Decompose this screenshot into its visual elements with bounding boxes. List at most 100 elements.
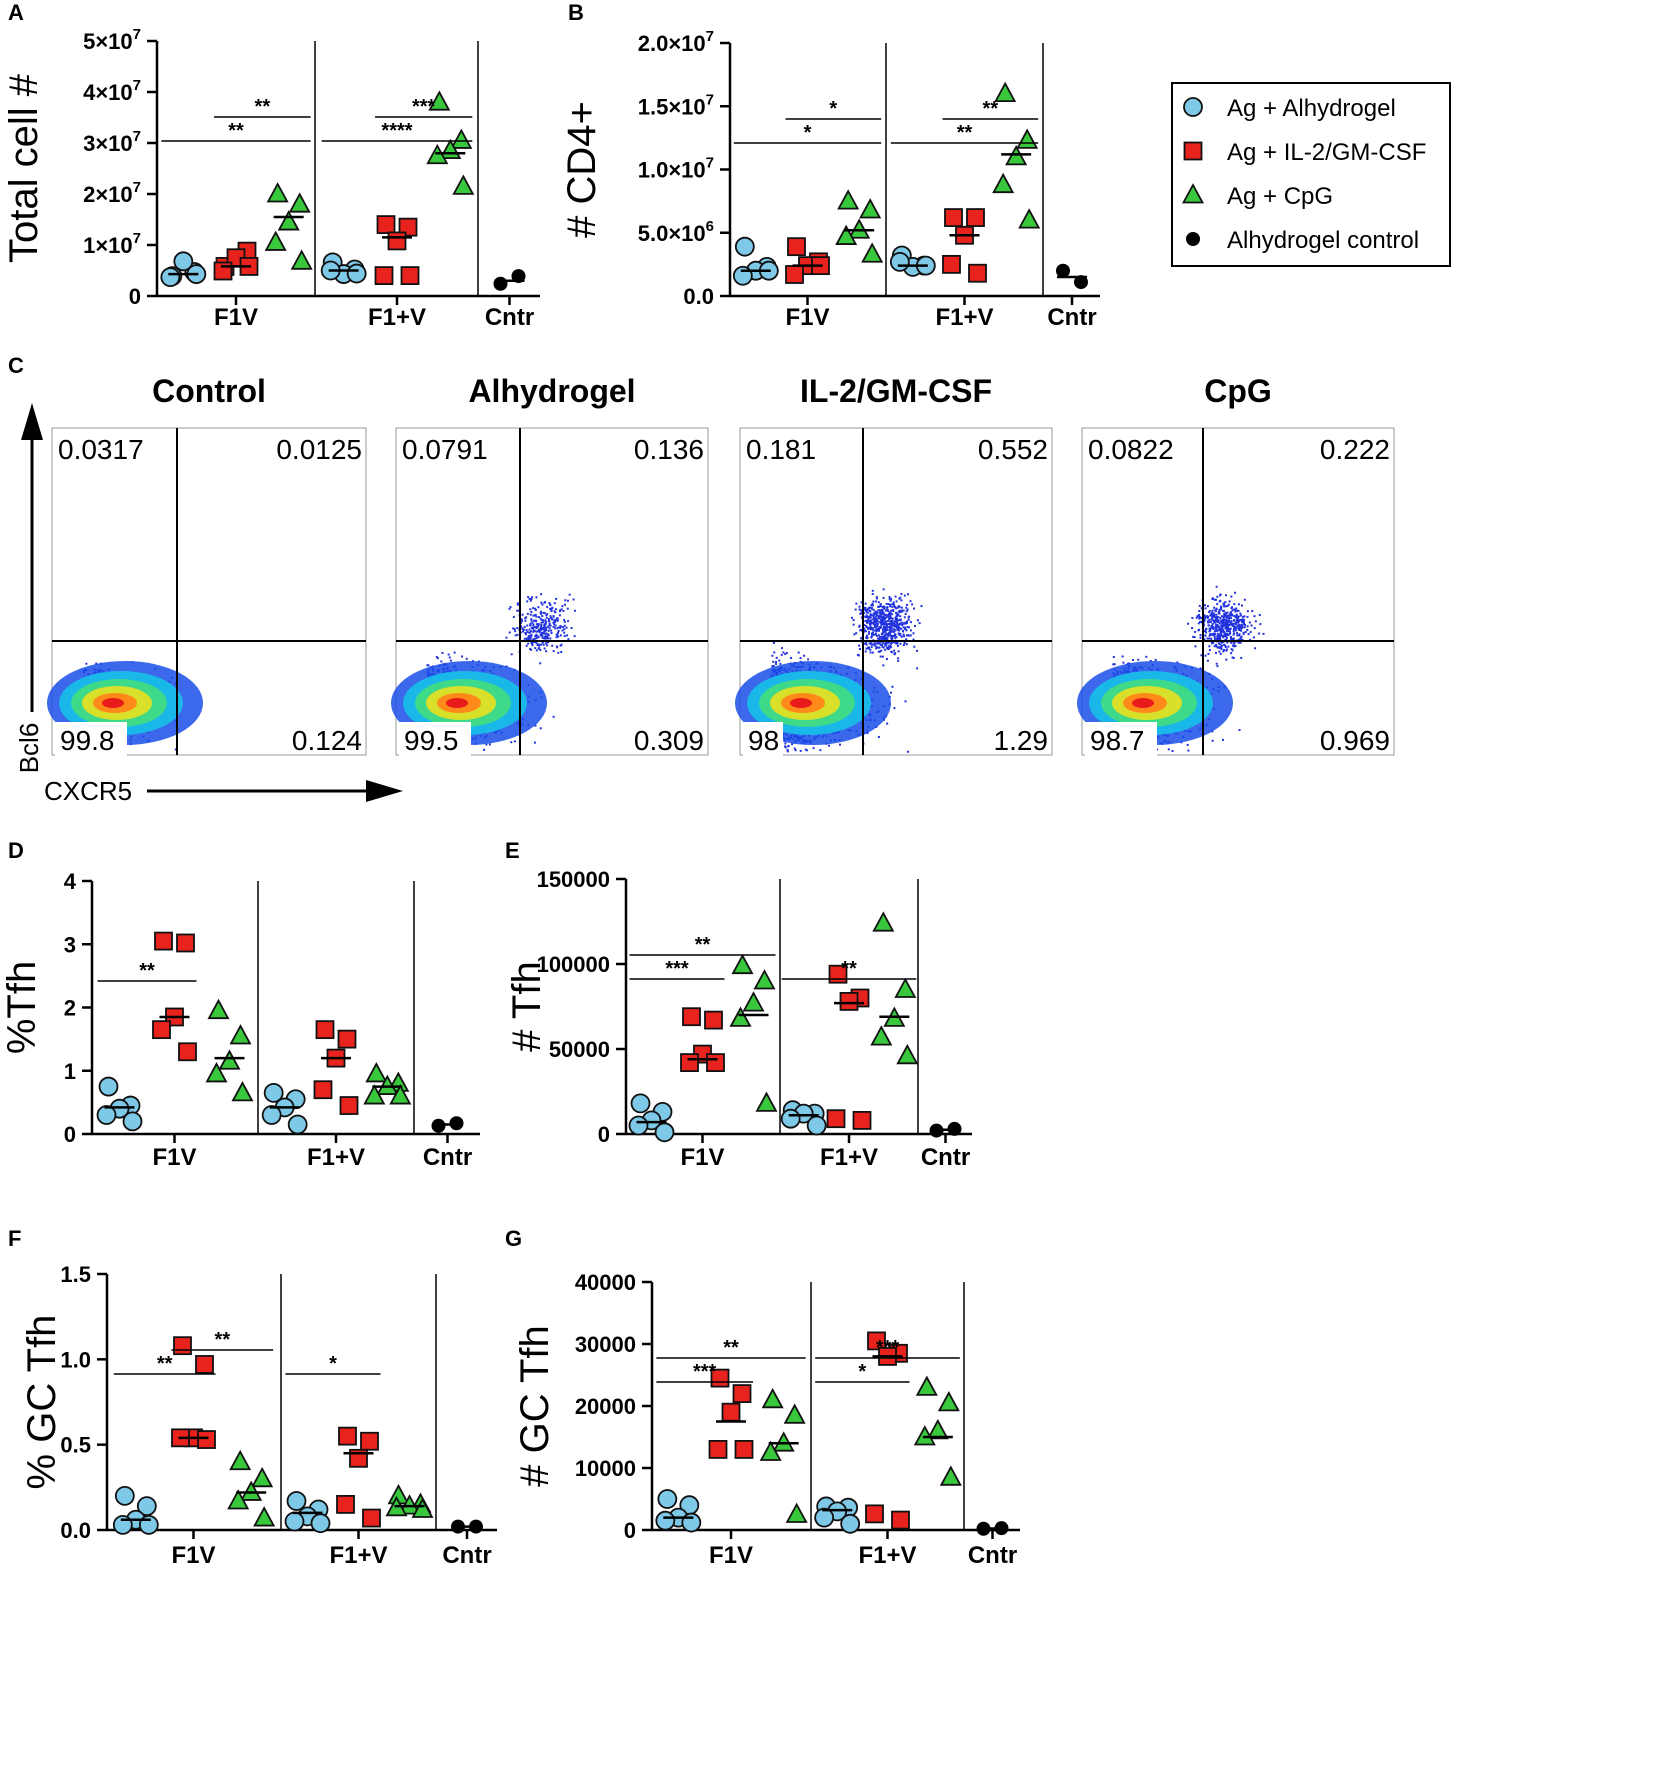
y-tick-label: 5×107 [83,26,141,54]
quadrant-upper-left: 0.181 [746,434,816,465]
data-point [288,192,311,213]
data-point [263,1082,284,1103]
data-point [431,1118,446,1133]
quadrant-lower-right: 0.124 [292,725,362,756]
data-point [411,1497,434,1518]
data-point [942,254,961,274]
data-point [173,1336,192,1356]
data-point [284,1511,305,1532]
significance-label: *** [665,958,689,980]
panel-label: F [8,1226,21,1251]
group-label: Cntr [921,1144,970,1171]
y-tick-label: 10000 [575,1456,636,1481]
y-tick-label: 3 [64,932,76,957]
panel-label: A [8,0,24,25]
data-point [1018,208,1041,229]
flow-cytometry-panel: C Control 0.0317 0.0125 99.8 0.124 Alhydrogel 0… [8,353,1395,806]
quadrant-lower-left: 99.5 [404,725,459,756]
quadrant-upper-left: 0.0822 [1088,434,1174,465]
significance-label: ** [841,958,857,980]
y-tick-label: 0.5 [60,1433,91,1458]
flow-plot: IL-2/GM-CSF 0.181 0.552 98 1.29 [735,373,1053,756]
y-arrowhead [21,403,43,440]
y-tick-label: 2.0×107 [638,28,714,56]
y-tick-label: 0 [129,284,141,309]
quadrant-upper-left: 0.0317 [58,434,144,465]
significance-label: * [829,98,837,120]
data-point [452,174,475,195]
quadrant-label-bg [55,722,127,756]
significance-label: ** [228,120,244,142]
data-point [266,182,289,203]
data-point [360,1431,379,1451]
significance-label: ** [695,934,711,956]
data-point [387,231,407,251]
data-point [313,1080,333,1100]
data-point [450,128,473,149]
data-point [253,1506,276,1527]
flow-y-label: Bcl6 [14,723,44,774]
quadrant-label-bg [743,722,783,756]
data-point [937,1391,960,1412]
data-point [731,953,754,975]
group-label: F1V [785,304,829,331]
data-point [753,969,776,990]
data-point [657,1489,678,1509]
significance-label: ** [957,122,973,144]
significance-label: *** [876,1337,900,1359]
data-point [721,1402,741,1422]
y-tick-label: 0 [64,1122,76,1147]
data-point [926,1418,949,1440]
y-tick-label: 0 [624,1518,636,1543]
significance-label: *** [693,1361,717,1383]
group-label: F1+V [368,304,426,331]
data-point [852,1111,872,1130]
y-tick-label: 150000 [537,867,610,892]
quadrant-lower-left: 99.8 [60,725,115,756]
legend-label: Ag + IL-2/GM-CSF [1227,139,1426,166]
quadrant-upper-right: 0.0125 [276,434,362,465]
significance-label: ** [983,98,999,120]
panel-g: G 0 10000 20000 30000 40000 F1V F1+V Cntr # GC Tf… [505,1226,1020,1569]
data-point [493,276,508,291]
data-point [734,236,755,257]
y-tick-label: 1.5 [60,1262,91,1287]
data-point [706,1053,725,1072]
quadrant-upper-right: 0.222 [1320,434,1390,465]
significance-label: ** [157,1353,173,1375]
group-label: Cntr [423,1144,472,1171]
data-point [428,90,451,111]
data-point [114,1485,135,1506]
data-point [835,224,858,245]
data-point [859,198,882,219]
data-point [729,1006,752,1027]
data-point [780,1108,801,1129]
panel-label: E [505,838,520,863]
data-point [1005,144,1028,166]
quadrant-label-bg [399,722,471,756]
group-label: F1+V [329,1542,387,1569]
data-point [704,1010,723,1030]
data-point [755,1091,778,1112]
data-point [870,1025,893,1046]
y-axis-label: Total cell # [2,73,46,263]
data-point [231,1081,254,1102]
group-label: F1V [680,1144,724,1171]
data-point [227,1489,250,1510]
panel-d: D 0 1 2 3 4 F1V F1+V Cntr %Tfh ** [0,838,480,1171]
data-point [682,1007,701,1027]
data-point [867,1331,886,1351]
legend-box [1171,82,1451,267]
data-point [628,1115,649,1136]
data-point [1056,263,1070,278]
group-label: F1V [171,1542,215,1569]
quadrant-upper-right: 0.552 [978,434,1048,465]
data-point [785,1502,808,1523]
flow-x-label: CXCR5 [44,776,132,806]
y-tick-label: 0 [598,1122,610,1147]
group-label: F1+V [858,1542,916,1569]
significance-label: * [329,1353,337,1375]
data-point [814,1507,835,1528]
y-tick-label: 1.0 [60,1347,91,1372]
